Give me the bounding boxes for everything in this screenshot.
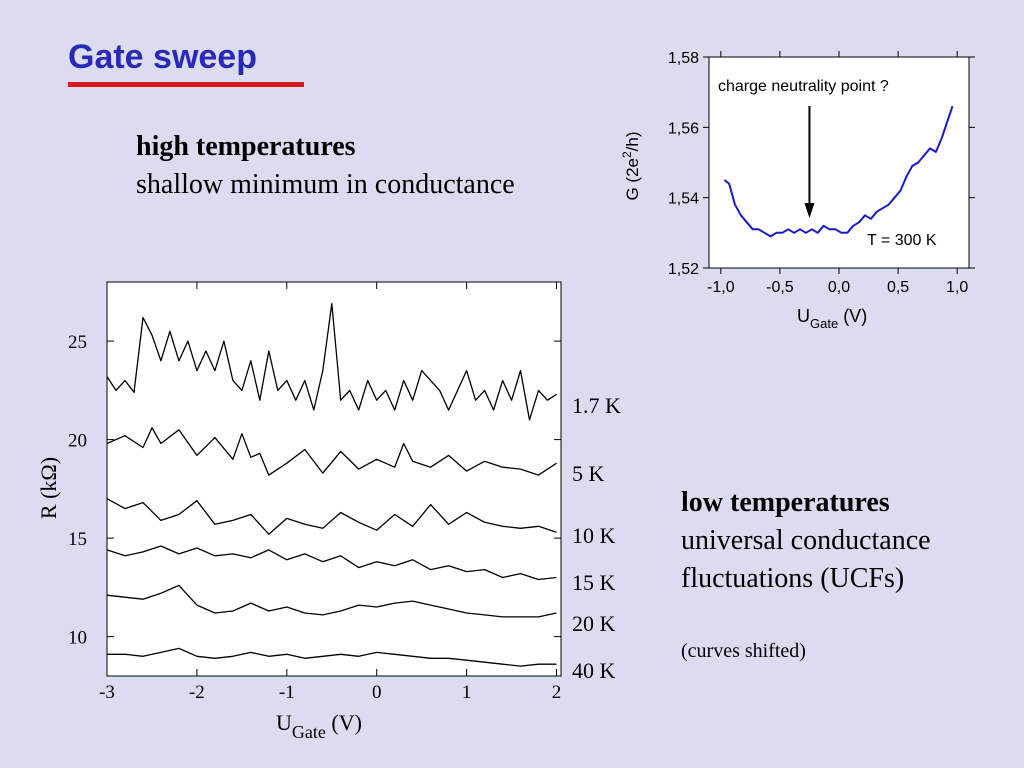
inset-plot-frame <box>708 56 970 269</box>
main-y-tick-label: 15 <box>68 529 87 550</box>
main-y-axis-label: R (kΩ) <box>36 457 61 519</box>
slide-title: Gate sweep <box>68 38 257 76</box>
main-x-tick-label: 1 <box>462 682 472 703</box>
main-series-line <box>106 545 557 581</box>
main-series-label: 5 K <box>572 461 605 486</box>
inset-x-tick-label: 1,0 <box>946 279 968 296</box>
main-x-tick-label: 2 <box>552 682 562 703</box>
inset-temperature-label: T = 300 K <box>867 232 937 249</box>
main-y-tick-label: 25 <box>68 332 87 353</box>
title-underline <box>68 82 304 87</box>
high-temp-block: high temperatures shallow minimum in con… <box>136 128 515 204</box>
inset-y-tick-label: 1,58 <box>668 50 699 67</box>
inset-x-tick-label: -0,5 <box>766 279 794 296</box>
main-x-tick-label: -3 <box>99 682 115 703</box>
main-x-tick-label: -1 <box>279 682 295 703</box>
inset-series-line <box>723 105 954 238</box>
main-y-tick-label: 10 <box>68 628 87 649</box>
low-temp-line1: universal conductance <box>681 525 931 556</box>
curves-shifted-note: (curves shifted) <box>681 640 806 662</box>
main-y-tick-label: 20 <box>68 431 87 452</box>
inset-x-axis-label: UGate (V) <box>797 306 867 331</box>
main-series-line <box>106 498 557 535</box>
inset-y-tick-label: 1,54 <box>668 191 699 208</box>
main-series-label: 10 K <box>572 523 616 548</box>
inset-annotation: charge neutrality point ? <box>718 78 889 95</box>
inset-arrow-head <box>804 203 815 218</box>
main-series-line <box>106 584 557 618</box>
main-plot-frame <box>106 281 562 677</box>
inset-x-tick-label: -1,0 <box>707 279 735 296</box>
inset-x-tick-label: 0,0 <box>828 279 850 296</box>
low-temp-line2: fluctuations (UCFs) <box>681 563 905 594</box>
low-temp-heading: low temperatures <box>681 487 890 518</box>
main-series-label: 1.7 K <box>572 393 621 418</box>
main-x-axis-label: UGate (V) <box>276 710 362 742</box>
main-series-label: 15 K <box>572 570 616 595</box>
high-temp-heading: high temperatures <box>136 131 356 162</box>
inset-y-tick-label: 1,52 <box>668 261 699 278</box>
inset-x-tick-label: 0,5 <box>887 279 909 296</box>
main-x-tick-label: 0 <box>372 682 382 703</box>
high-temp-body: shallow minimum in conductance <box>136 169 515 200</box>
main-series-label: 40 K <box>572 658 616 683</box>
main-series-label: 20 K <box>572 611 616 636</box>
main-series-line <box>106 303 557 421</box>
low-temp-block: low temperatures universal conductance f… <box>681 484 931 598</box>
main-x-tick-label: -2 <box>189 682 205 703</box>
inset-y-tick-label: 1,56 <box>668 120 699 137</box>
main-series-line <box>106 427 557 476</box>
main-series-line <box>107 647 557 667</box>
inset-y-axis-label: G (2e2/h) <box>620 131 642 200</box>
